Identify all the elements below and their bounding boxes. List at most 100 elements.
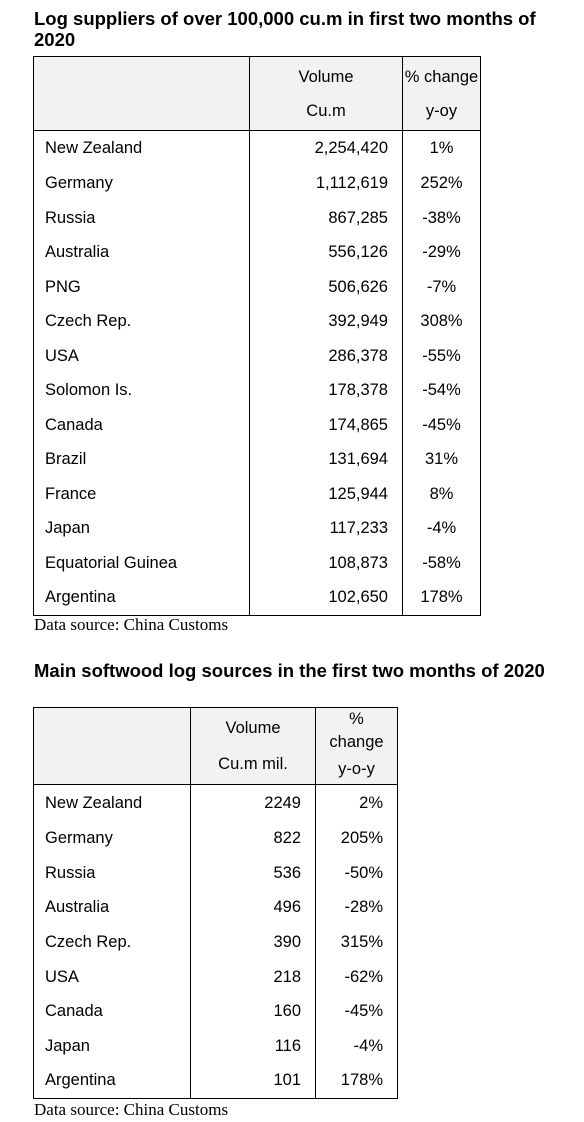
country-header	[33, 707, 191, 785]
country-cell: Czech Rep.	[33, 304, 250, 339]
country-cell: Germany	[33, 821, 191, 857]
table-header-row: Volume Cu.m % change y-oy	[33, 56, 481, 131]
table2-title: Main softwood log sources in the first t…	[34, 660, 545, 681]
table-row: Russia 867,285 -38%	[33, 201, 481, 236]
country-cell: USA	[33, 959, 191, 995]
table-row: Russia 536 -50%	[33, 856, 398, 891]
change-cell: -29%	[402, 235, 481, 270]
country-header	[33, 56, 250, 131]
volume-cell: 822	[190, 821, 316, 857]
volume-cell: 101	[190, 1063, 316, 1099]
table-row: Argentina 101 178%	[33, 1063, 398, 1099]
change-header: % change y-oy	[402, 56, 481, 131]
change-cell: 2%	[315, 784, 398, 822]
volume-header-unit: Cu.m mil.	[218, 755, 288, 773]
change-cell: -4%	[402, 511, 481, 546]
change-header-label: %	[349, 710, 364, 728]
change-cell: -55%	[402, 339, 481, 374]
change-header-unit: y-o-y	[338, 760, 375, 778]
country-cell: Russia	[33, 856, 191, 891]
table2-body: New Zealand 2249 2% Germany 822 205% Russia 536…	[33, 784, 398, 1099]
table1-title: Log suppliers of over 100,000 cu.m in fi…	[34, 8, 536, 50]
country-cell: Australia	[33, 890, 191, 926]
change-header-label: % change	[404, 67, 479, 86]
volume-cell: 174,865	[249, 408, 403, 443]
table-row: Germany 822 205%	[33, 821, 398, 857]
change-cell: 8%	[402, 477, 481, 512]
volume-cell: 286,378	[249, 339, 403, 374]
change-cell: -28%	[315, 890, 398, 926]
country-cell: Canada	[33, 994, 191, 1030]
table-row: New Zealand 2249 2%	[33, 784, 398, 822]
table-row: Equatorial Guinea 108,873 -58%	[33, 546, 481, 581]
country-cell: Japan	[33, 511, 250, 546]
table-row: Czech Rep. 390 315%	[33, 925, 398, 960]
volume-cell: 178,378	[249, 373, 403, 408]
change-cell: -54%	[402, 373, 481, 408]
volume-cell: 218	[190, 959, 316, 995]
volume-cell: 390	[190, 925, 316, 960]
country-cell: Russia	[33, 201, 250, 236]
table1-body: New Zealand 2,254,420 1% Germany 1,112,619 25…	[33, 130, 481, 616]
change-cell: -50%	[315, 856, 398, 891]
volume-cell: 536	[190, 856, 316, 891]
table1-source: Data source: China Customs	[34, 615, 229, 634]
volume-cell: 506,626	[249, 270, 403, 305]
table-row: New Zealand 2,254,420 1%	[33, 130, 481, 167]
change-cell: -38%	[402, 201, 481, 236]
table-row: Solomon Is. 178,378 -54%	[33, 373, 481, 408]
country-cell: Canada	[33, 408, 250, 443]
country-cell: PNG	[33, 270, 250, 305]
table-row: USA 218 -62%	[33, 959, 398, 995]
table-row: France 125,944 8%	[33, 477, 481, 512]
softwood-log-sources-table: Volume Cu.m mil. % change y-o-y New Zeal…	[33, 707, 398, 1099]
country-cell: Brazil	[33, 442, 250, 477]
country-cell: Germany	[33, 166, 250, 201]
table-row: Canada 160 -45%	[33, 994, 398, 1030]
log-suppliers-table: Volume Cu.m % change y-oy New Zealand 2,2…	[33, 56, 481, 616]
change-cell: -4%	[315, 1029, 398, 1064]
volume-header: Volume Cu.m mil.	[190, 707, 316, 785]
volume-cell: 1,112,619	[249, 166, 403, 201]
country-cell: New Zealand	[33, 130, 250, 167]
country-cell: Japan	[33, 1029, 191, 1064]
volume-cell: 2249	[190, 784, 316, 822]
volume-cell: 116	[190, 1029, 316, 1064]
volume-cell: 2,254,420	[249, 130, 403, 167]
table-row: USA 286,378 -55%	[33, 339, 481, 374]
volume-cell: 102,650	[249, 580, 403, 616]
country-cell: Czech Rep.	[33, 925, 191, 960]
country-cell: Argentina	[33, 580, 250, 616]
change-cell: 252%	[402, 166, 481, 201]
change-cell: -45%	[315, 994, 398, 1030]
volume-cell: 392,949	[249, 304, 403, 339]
change-header-word: change	[329, 733, 384, 751]
volume-cell: 117,233	[249, 511, 403, 546]
table-row: Argentina 102,650 178%	[33, 580, 481, 616]
volume-cell: 125,944	[249, 477, 403, 512]
table2-source: Data source: China Customs	[34, 1100, 229, 1119]
volume-cell: 160	[190, 994, 316, 1030]
country-cell: New Zealand	[33, 784, 191, 822]
country-cell: Equatorial Guinea	[33, 546, 250, 581]
volume-cell: 496	[190, 890, 316, 926]
volume-cell: 556,126	[249, 235, 403, 270]
change-header: % change y-o-y	[315, 707, 398, 785]
volume-header-unit: Cu.m	[306, 101, 346, 120]
volume-cell: 867,285	[249, 201, 403, 236]
table-row: PNG 506,626 -7%	[33, 270, 481, 305]
country-cell: Argentina	[33, 1063, 191, 1099]
volume-cell: 131,694	[249, 442, 403, 477]
table-row: Germany 1,112,619 252%	[33, 166, 481, 201]
change-cell: 205%	[315, 821, 398, 857]
table-row: Australia 496 -28%	[33, 890, 398, 926]
change-cell: 315%	[315, 925, 398, 960]
volume-cell: 108,873	[249, 546, 403, 581]
table-row: Japan 116 -4%	[33, 1029, 398, 1064]
country-cell: Australia	[33, 235, 250, 270]
volume-header: Volume Cu.m	[249, 56, 403, 131]
volume-header-label: Volume	[298, 67, 354, 86]
table-row: Japan 117,233 -4%	[33, 511, 481, 546]
change-cell: 178%	[315, 1063, 398, 1099]
table-row: Australia 556,126 -29%	[33, 235, 481, 270]
